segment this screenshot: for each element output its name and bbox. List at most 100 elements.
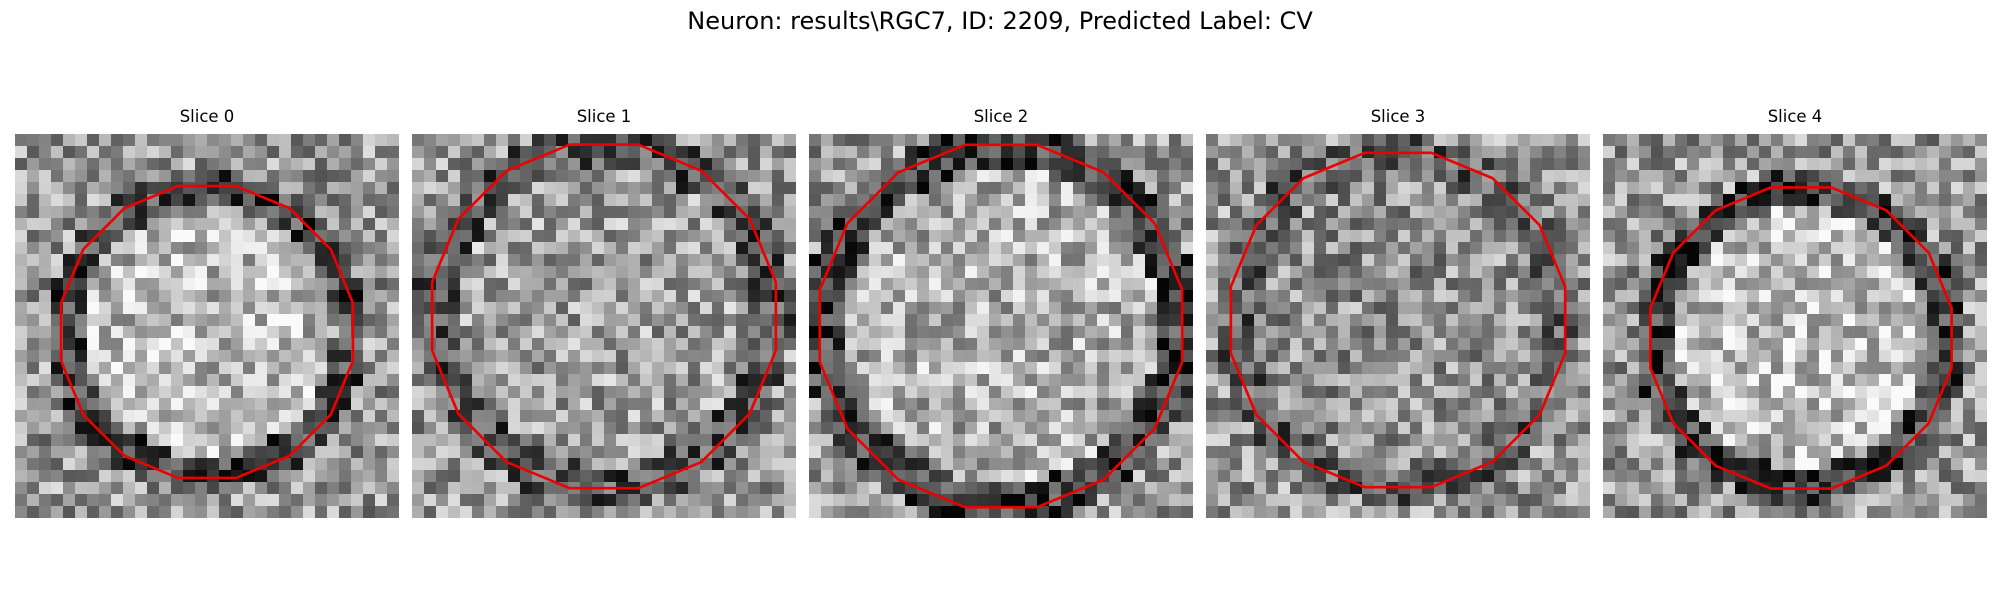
pixel [99,326,112,339]
pixel [772,446,785,459]
pixel [135,374,148,387]
pixel [111,146,124,159]
pixel [1759,218,1772,231]
pixel [1855,374,1868,387]
pixel [267,290,280,303]
pixel [363,170,376,183]
pixel [1121,506,1134,518]
pixel [1615,338,1628,351]
pixel [375,446,388,459]
pixel [412,206,425,219]
pixel [784,254,796,267]
pixel [760,302,773,315]
pixel [989,206,1002,219]
pixel [1025,254,1038,267]
pixel [544,362,557,375]
pixel [604,290,617,303]
pixel [1879,386,1892,399]
pixel [1254,302,1267,315]
pixel [1386,338,1399,351]
pixel [1566,254,1579,267]
pixel [1374,266,1387,279]
pixel [953,170,966,183]
pixel [472,218,485,231]
pixel [1422,470,1435,483]
pixel [231,206,244,219]
pixel [243,194,256,207]
pixel [628,278,641,291]
pixel [712,158,725,171]
pixel [1386,230,1399,243]
pixel [712,266,725,279]
pixel [1771,338,1784,351]
pixel [1627,338,1640,351]
pixel [1133,458,1146,471]
pixel [941,158,954,171]
pixel [1446,278,1459,291]
pixel [147,506,160,518]
pixel [652,254,665,267]
pixel [1422,398,1435,411]
pixel [989,374,1002,387]
pixel [1663,194,1676,207]
pixel [147,362,160,375]
pixel [1903,230,1916,243]
pixel [1458,350,1471,363]
pixel [147,422,160,435]
pixel [147,278,160,291]
pixel [736,374,749,387]
pixel [303,218,316,231]
pixel [1326,146,1339,159]
pixel [1302,506,1315,518]
pixel [676,290,689,303]
pixel [1362,182,1375,195]
pixel [1073,290,1086,303]
pixel [484,506,497,518]
pixel [688,302,701,315]
pixel [1434,386,1447,399]
pixel [1975,446,1987,459]
pixel [724,398,737,411]
pixel [279,482,292,495]
pixel [159,410,172,423]
slice-image-1 [412,134,796,518]
pixel [195,422,208,435]
pixel [520,410,533,423]
pixel [1133,494,1146,507]
pixel [748,362,761,375]
pixel [544,194,557,207]
pixel [1554,458,1567,471]
pixel [1169,242,1182,255]
pixel [688,206,701,219]
pixel [1206,410,1219,423]
pixel [1133,182,1146,195]
pixel [977,482,990,495]
pixel [1566,506,1579,518]
pixel [1386,506,1399,518]
pixel [1001,326,1014,339]
pixel [1975,326,1987,339]
pixel [111,398,124,411]
pixel [1663,422,1676,435]
pixel [580,338,593,351]
pixel [893,218,906,231]
pixel [905,254,918,267]
pixel [1242,458,1255,471]
pixel [375,494,388,507]
pixel [568,374,581,387]
pixel [809,326,822,339]
pixel [929,422,942,435]
pixel [375,362,388,375]
pixel [1927,158,1940,171]
pixel [1639,386,1652,399]
pixel [833,494,846,507]
pixel [905,362,918,375]
pixel [1663,182,1676,195]
pixel [111,290,124,303]
pixel [881,482,894,495]
pixel [1470,410,1483,423]
pixel [207,206,220,219]
pixel [496,302,509,315]
pixel [1181,506,1193,518]
pixel [532,158,545,171]
